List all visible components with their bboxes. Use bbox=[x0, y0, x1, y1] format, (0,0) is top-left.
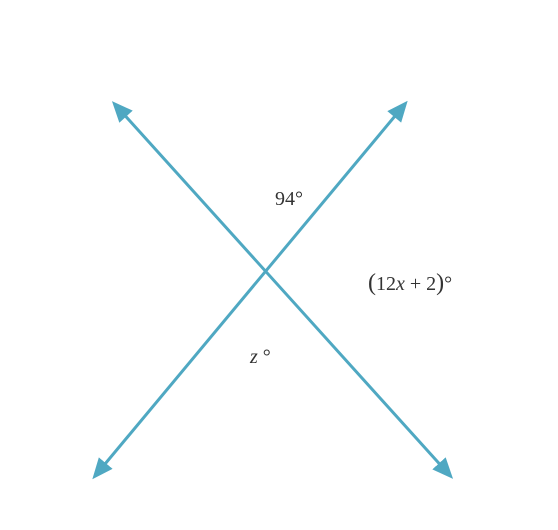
top-angle-text: 94° bbox=[275, 188, 303, 210]
top-angle-label: 94° bbox=[275, 188, 303, 211]
bottom-angle-label: z ° bbox=[250, 346, 271, 369]
paren-open: ( bbox=[368, 270, 376, 296]
bottom-angle-text: z bbox=[250, 346, 258, 368]
coeff: 12 bbox=[376, 273, 396, 295]
lines-svg bbox=[0, 0, 558, 525]
line-2 bbox=[100, 110, 400, 470]
plus-const: + 2 bbox=[405, 273, 436, 295]
intersecting-lines-diagram: 94° (12x + 2)° z ° bbox=[0, 0, 558, 525]
degree: ° bbox=[444, 273, 452, 295]
bottom-degree: ° bbox=[263, 346, 271, 368]
right-angle-label: (12x + 2)° bbox=[368, 270, 452, 297]
var-x: x bbox=[396, 273, 405, 295]
paren-close: ) bbox=[436, 270, 444, 296]
